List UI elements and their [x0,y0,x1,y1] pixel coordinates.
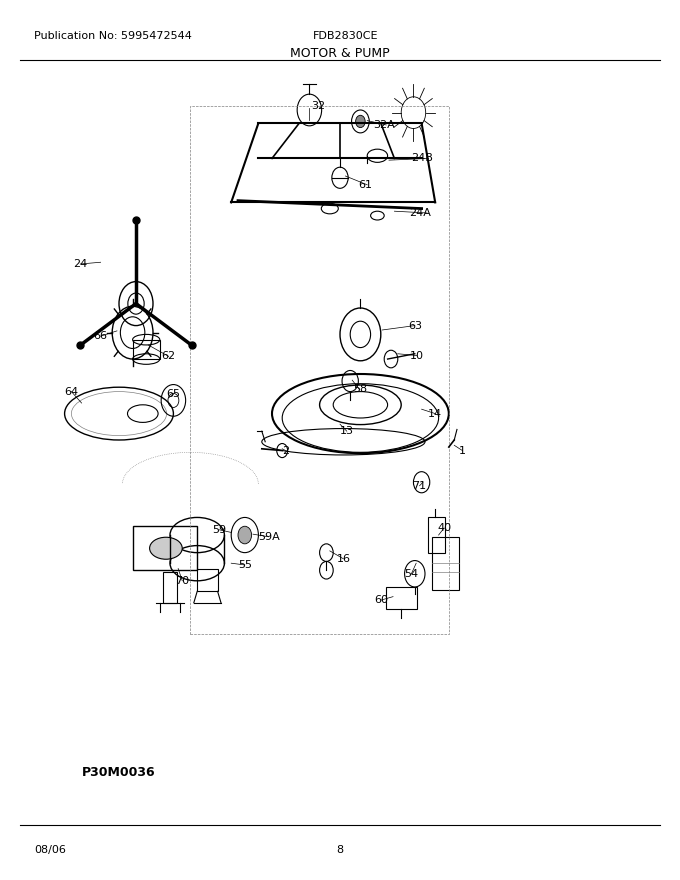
Text: P30M0036: P30M0036 [82,766,155,779]
Text: 65: 65 [167,389,180,400]
Text: 1: 1 [459,445,466,456]
Text: 63: 63 [408,320,422,331]
Text: 64: 64 [65,386,78,397]
Bar [386,587,417,609]
Text: 32A: 32A [373,120,395,130]
Ellipse shape [150,537,182,560]
Text: Publication No: 5995472544: Publication No: 5995472544 [34,31,192,40]
Text: 70: 70 [175,576,189,586]
Text: 58: 58 [354,384,367,394]
Bar [428,517,445,553]
Text: FDB2830CE: FDB2830CE [313,31,378,40]
Bar [133,340,160,359]
Text: 13: 13 [340,426,354,436]
Text: 54: 54 [405,568,418,579]
Bar [133,526,197,570]
Text: 40: 40 [437,523,451,533]
Bar [163,572,177,603]
Circle shape [119,282,153,326]
Text: 24B: 24B [411,153,432,164]
Text: 32: 32 [311,100,325,111]
Ellipse shape [322,203,339,214]
Text: 14: 14 [428,408,442,419]
Text: MOTOR & PUMP: MOTOR & PUMP [290,47,390,60]
Text: 62: 62 [162,351,175,362]
Text: 16: 16 [337,554,350,564]
Text: 2: 2 [282,445,289,456]
Text: 08/06: 08/06 [34,846,66,855]
Text: 8: 8 [337,846,343,855]
Text: 60: 60 [374,595,388,605]
Text: 24A: 24A [409,208,431,218]
Text: 66: 66 [94,331,107,341]
Text: 59: 59 [212,524,226,535]
Circle shape [238,526,252,544]
Bar [197,569,218,591]
Text: 59A: 59A [258,532,279,542]
Bar [432,537,459,590]
Text: 71: 71 [413,480,426,491]
Text: 55: 55 [238,560,252,570]
Text: 10: 10 [410,350,424,361]
Text: 24: 24 [73,259,87,269]
Text: 61: 61 [358,180,372,190]
Circle shape [356,115,365,128]
